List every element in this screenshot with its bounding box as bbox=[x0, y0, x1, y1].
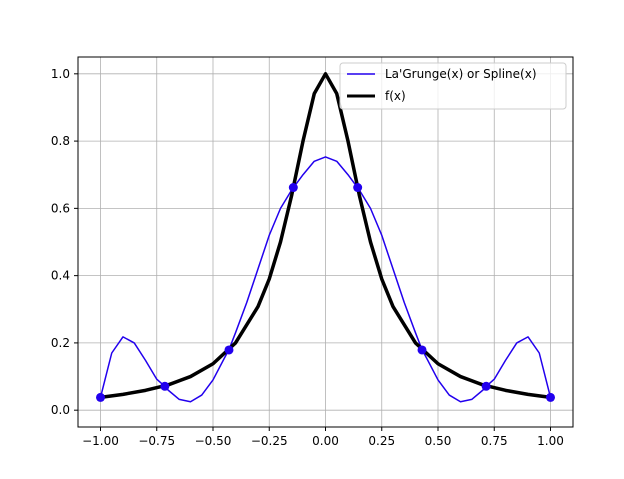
y-tick-label: 0.2 bbox=[51, 336, 70, 350]
node-point bbox=[417, 345, 427, 355]
x-tick-label: −0.25 bbox=[251, 434, 288, 448]
legend-label-fx: f(x) bbox=[385, 89, 406, 103]
axes: −1.00 −0.75 −0.50 −0.25 0.00 0.25 0.50 0.75 1.00… bbox=[51, 56, 574, 448]
y-tick-label: 0.0 bbox=[51, 403, 70, 417]
x-tick-label: 0.50 bbox=[425, 434, 452, 448]
series-line-spline bbox=[99, 156, 552, 403]
node-point bbox=[288, 183, 298, 193]
y-tick-label: 1.0 bbox=[51, 67, 70, 81]
x-tick-label: −0.50 bbox=[195, 434, 232, 448]
legend-box bbox=[339, 62, 567, 110]
y-tick-label: 0.6 bbox=[51, 201, 70, 215]
x-tick-label: 0.75 bbox=[481, 434, 508, 448]
x-tick-label: 0.00 bbox=[312, 434, 339, 448]
series-line-fx bbox=[98, 72, 553, 400]
x-tick-label: 1.00 bbox=[537, 434, 564, 448]
node-point bbox=[224, 345, 234, 355]
x-tick-label: 0.25 bbox=[368, 434, 395, 448]
plot-area bbox=[96, 72, 555, 403]
x-tick-label: −0.75 bbox=[138, 434, 175, 448]
node-point bbox=[481, 381, 491, 391]
legend: La'Grunge(x) or Spline(x) f(x) bbox=[339, 62, 567, 110]
x-tick-label: −1.00 bbox=[82, 434, 119, 448]
legend-label-spline: La'Grunge(x) or Spline(x) bbox=[385, 67, 537, 81]
node-point bbox=[160, 381, 170, 391]
node-point bbox=[96, 392, 105, 402]
y-tick-label: 0.4 bbox=[51, 269, 70, 283]
node-point bbox=[546, 392, 555, 402]
y-tick-label: 0.8 bbox=[51, 134, 70, 148]
node-point bbox=[353, 183, 363, 193]
